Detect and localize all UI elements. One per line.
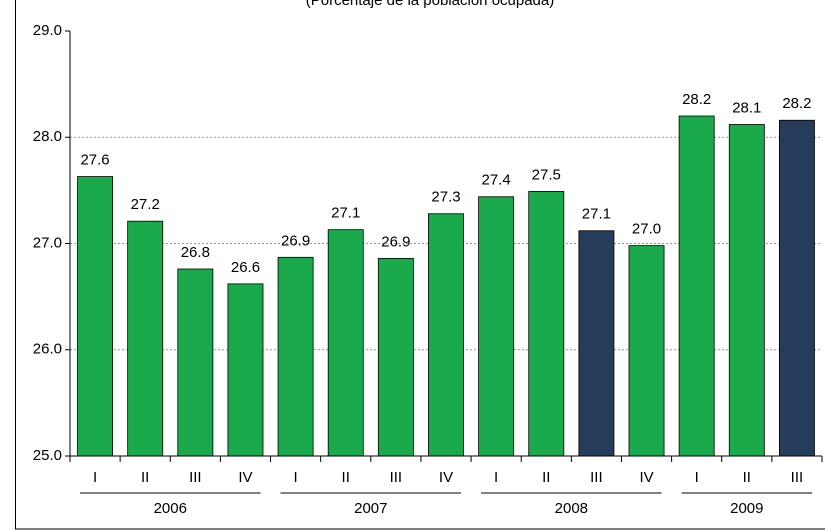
data-label: 26.9 <box>281 232 310 249</box>
data-label: 26.9 <box>381 233 410 250</box>
x-tick-label: II <box>342 469 350 486</box>
data-label: 28.2 <box>682 91 711 108</box>
bar <box>478 196 515 457</box>
x-tick-label: II <box>743 469 751 486</box>
bar <box>127 220 164 457</box>
data-label: 26.8 <box>181 244 210 261</box>
x-tick-label: I <box>695 469 699 486</box>
bar <box>77 176 114 457</box>
group-label: 2006 <box>154 500 187 517</box>
data-label: 28.2 <box>782 95 811 112</box>
data-label: 27.0 <box>632 221 661 238</box>
group-label: 2007 <box>354 500 387 517</box>
y-tick-label: 29.0 <box>33 22 62 39</box>
x-tick-label: IV <box>639 469 653 486</box>
x-tick-label: IV <box>439 469 453 486</box>
bar <box>428 213 464 457</box>
bar <box>778 119 815 457</box>
bar <box>277 256 314 457</box>
x-tick-label: III <box>189 469 202 486</box>
data-label: 28.1 <box>732 99 761 116</box>
y-tick-label: 26.0 <box>33 341 62 358</box>
bar <box>578 230 615 457</box>
frame <box>15 0 825 530</box>
y-tick-label: 25.0 <box>33 447 62 464</box>
bar <box>678 115 715 457</box>
x-tick-label: III <box>590 469 603 486</box>
y-tick-label: 27.0 <box>33 234 62 251</box>
x-tick-label: III <box>791 469 804 486</box>
data-label: 27.6 <box>80 152 109 169</box>
x-tick-label: II <box>542 469 550 486</box>
chart-subtitle: (Porcentaje de la población ocupada) <box>306 0 555 9</box>
x-tick-label: IV <box>238 469 252 486</box>
bar <box>628 245 665 457</box>
x-tick-label: II <box>141 469 149 486</box>
data-label: 27.3 <box>431 189 460 206</box>
group-label: 2009 <box>730 500 763 517</box>
data-label: 26.6 <box>231 259 260 276</box>
bar <box>377 257 414 457</box>
x-tick-label: I <box>93 469 97 486</box>
data-label: 27.4 <box>482 172 511 189</box>
bar <box>728 124 765 457</box>
data-label: 27.2 <box>131 196 160 213</box>
bar <box>327 229 364 457</box>
x-tick-label: I <box>294 469 298 486</box>
y-tick-label: 28.0 <box>33 128 62 145</box>
x-tick-label: I <box>494 469 498 486</box>
group-label: 2008 <box>555 500 588 517</box>
x-tick-label: III <box>390 469 403 486</box>
data-label: 27.5 <box>532 166 561 183</box>
bar <box>227 283 264 457</box>
bar <box>177 268 214 457</box>
data-label: 27.1 <box>331 205 360 222</box>
bar <box>528 191 565 457</box>
data-label: 27.1 <box>582 206 611 223</box>
